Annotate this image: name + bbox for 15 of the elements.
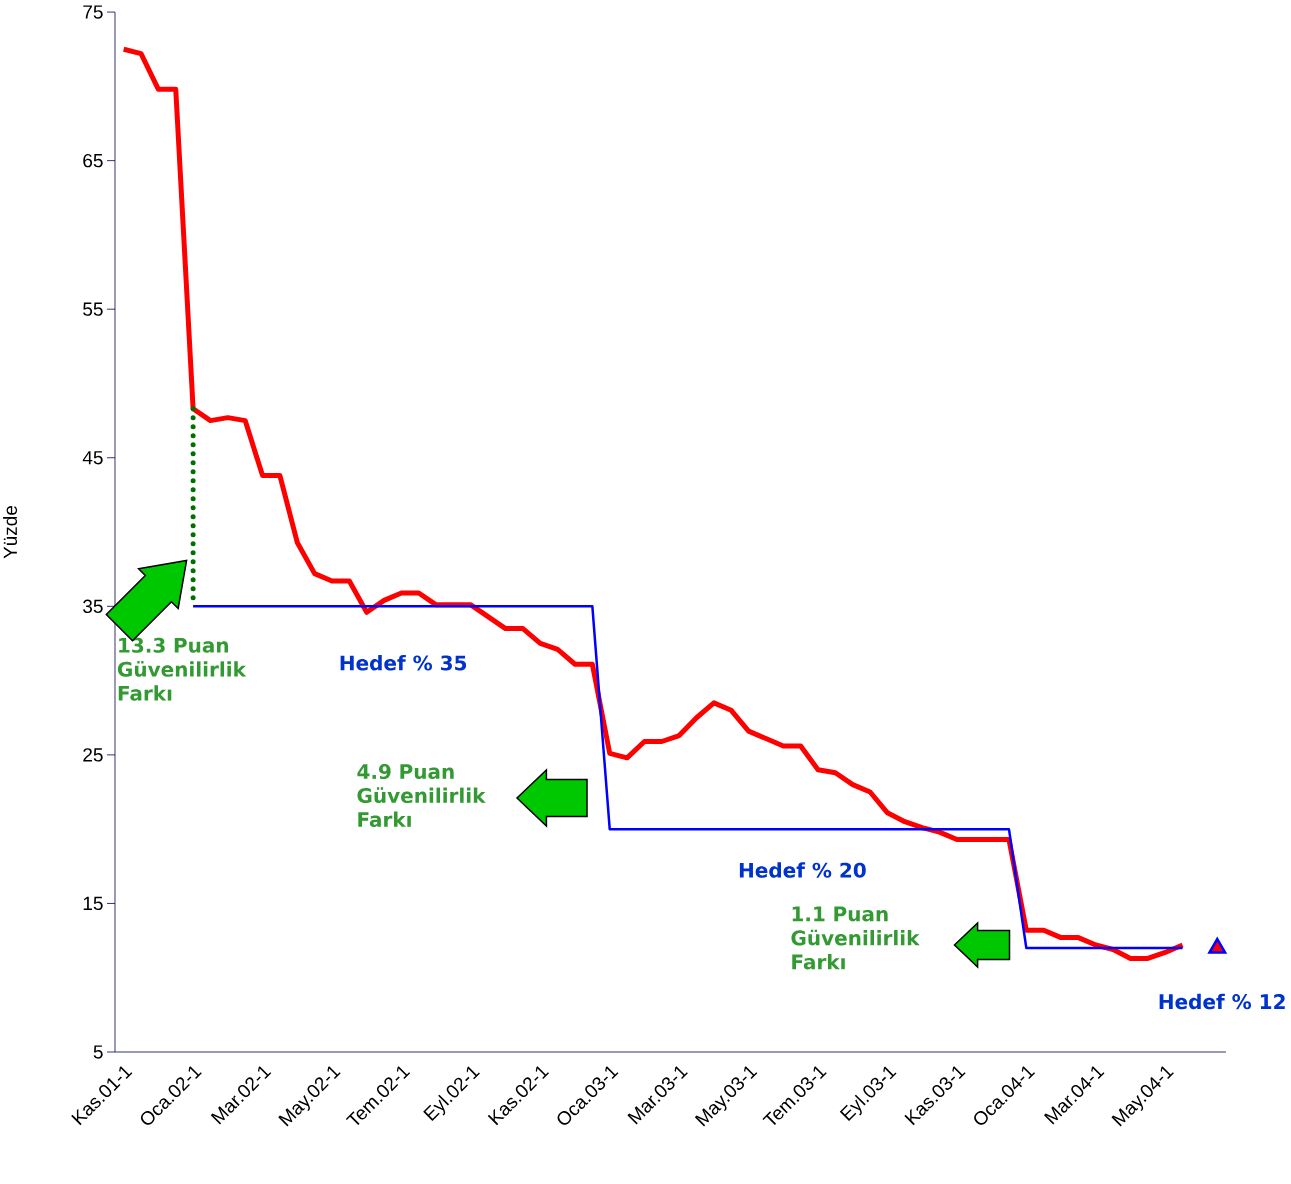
annotation: Hedef % 12 — [1159, 993, 1285, 1010]
annotation: Hedef % 35 — [340, 655, 467, 671]
y-tick-label: 65 — [83, 153, 103, 168]
annotation: 1.1 Puan Güvenilirlik Farkı — [791, 906, 920, 970]
y-tick-label: 5 — [93, 1045, 103, 1059]
y-axis-title: Yüzde — [3, 505, 18, 559]
y-tick-label: 15 — [83, 896, 103, 911]
annotation: Hedef % 20 — [739, 862, 866, 878]
annotation: 4.9 Puan Güvenilirlik Farkı — [357, 763, 486, 828]
y-tick-label: 75 — [83, 5, 103, 19]
y-tick-label: 35 — [83, 599, 103, 614]
y-tick-label: 45 — [82, 451, 103, 465]
y-tick-label: 25 — [83, 748, 103, 762]
annotation: 13.3 Puan Güvenilirlik Farkı — [117, 637, 247, 701]
y-tick-label: 55 — [83, 302, 103, 316]
